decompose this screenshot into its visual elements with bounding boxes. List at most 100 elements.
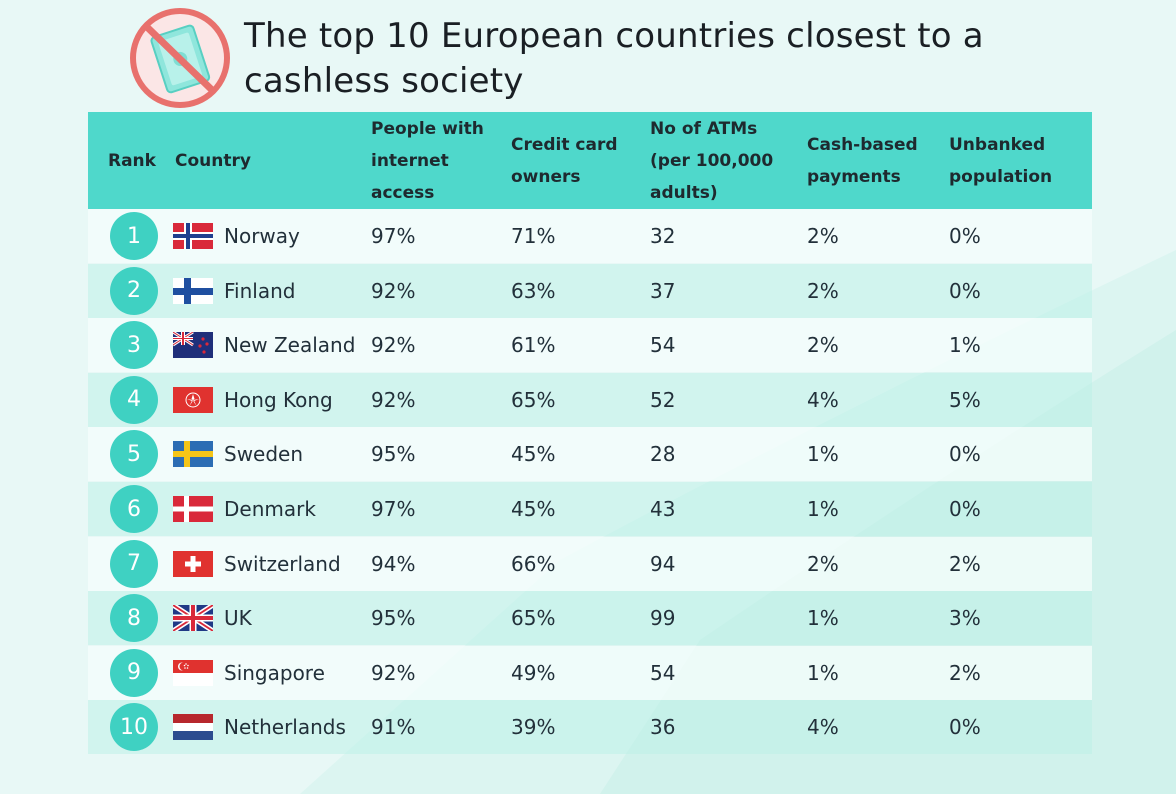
netherlands-flag-icon bbox=[173, 714, 213, 741]
internet-access-cell: 95% bbox=[371, 606, 416, 631]
credit-card-cell: 45% bbox=[511, 442, 556, 467]
atms-cell: 52 bbox=[650, 387, 676, 412]
sweden-flag-icon bbox=[173, 441, 213, 468]
rank-badge: 4 bbox=[110, 375, 158, 424]
unbanked-cell: 0% bbox=[949, 497, 981, 521]
singapore-flag-icon bbox=[173, 659, 213, 686]
internet-access-cell: 94% bbox=[371, 551, 416, 576]
new-zealand-flag-icon bbox=[173, 332, 213, 359]
rank-badge: 6 bbox=[110, 485, 158, 533]
unbanked-cell: 1% bbox=[949, 333, 981, 358]
credit-card-cell: 63% bbox=[511, 278, 556, 303]
table-row: 1 Norway 97% 71% 32 2% 0% bbox=[88, 209, 1092, 263]
cash-payments-cell: 4% bbox=[807, 715, 839, 740]
unbanked-cell: 3% bbox=[949, 606, 981, 631]
internet-access-cell: 92% bbox=[371, 660, 416, 685]
cash-payments-cell: 2% bbox=[807, 224, 839, 248]
uk-flag-icon bbox=[173, 605, 213, 632]
atms-cell: 99 bbox=[650, 606, 676, 631]
column-header-country: Country bbox=[175, 150, 251, 171]
rank-badge: 3 bbox=[110, 321, 158, 370]
table-row: 9 Singapore 92% 49% 54 1% 2% bbox=[88, 645, 1092, 700]
column-header-internet: People with internet access bbox=[371, 118, 484, 203]
atms-cell: 36 bbox=[650, 715, 676, 740]
rank-badge: 2 bbox=[110, 266, 158, 315]
column-header-cash-payments: Cash-based payments bbox=[807, 134, 918, 187]
column-header-credit-card: Credit card owners bbox=[511, 134, 618, 187]
rank-badge: 10 bbox=[110, 703, 158, 752]
unbanked-cell: 5% bbox=[949, 387, 981, 412]
table-row: 2 Finland 92% 63% 37 2% 0% bbox=[88, 263, 1092, 318]
country-name: Singapore bbox=[224, 660, 325, 685]
country-name: Finland bbox=[224, 278, 296, 303]
unbanked-cell: 0% bbox=[949, 224, 981, 248]
internet-access-cell: 95% bbox=[371, 442, 416, 467]
hong-kong-flag-icon bbox=[173, 386, 213, 413]
credit-card-cell: 66% bbox=[511, 551, 556, 576]
credit-card-cell: 45% bbox=[511, 497, 556, 521]
unbanked-cell: 0% bbox=[949, 442, 981, 467]
column-header-atms: No of ATMs (per 100,000 adults) bbox=[650, 118, 774, 203]
atms-cell: 94 bbox=[650, 551, 676, 576]
country-name: New Zealand bbox=[224, 333, 356, 358]
page-title: The top 10 European countries closest to… bbox=[244, 16, 984, 101]
cash-payments-cell: 2% bbox=[807, 278, 839, 303]
finland-flag-icon bbox=[173, 277, 213, 304]
table-header: Rank Country People with internet access… bbox=[88, 112, 1092, 209]
atms-cell: 37 bbox=[650, 278, 676, 303]
country-name: Hong Kong bbox=[224, 387, 333, 412]
country-name: Denmark bbox=[224, 497, 316, 521]
table-row: 10 Netherlands 91% 39% 36 4% 0% bbox=[88, 700, 1092, 755]
atms-cell: 32 bbox=[650, 224, 676, 248]
ranking-table: Rank Country People with internet access… bbox=[88, 112, 1092, 762]
country-name: Sweden bbox=[224, 442, 304, 467]
cash-payments-cell: 4% bbox=[807, 387, 839, 412]
country-name: Switzerland bbox=[224, 551, 341, 576]
credit-card-cell: 49% bbox=[511, 660, 556, 685]
credit-card-cell: 65% bbox=[511, 387, 556, 412]
internet-access-cell: 92% bbox=[371, 387, 416, 412]
rank-badge: 1 bbox=[110, 212, 158, 260]
column-header-unbanked: Unbanked population bbox=[949, 134, 1053, 187]
atms-cell: 43 bbox=[650, 497, 676, 521]
table-row: 5 Sweden 95% 45% 28 1% 0% bbox=[88, 427, 1092, 482]
rank-badge: 9 bbox=[110, 648, 158, 697]
unbanked-cell: 0% bbox=[949, 715, 981, 740]
unbanked-cell: 0% bbox=[949, 278, 981, 303]
country-name: UK bbox=[224, 606, 252, 631]
denmark-flag-icon bbox=[173, 496, 213, 522]
table-row: 7 Switzerland 94% 66% 94 2% 2% bbox=[88, 536, 1092, 591]
rank-badge: 7 bbox=[110, 539, 158, 588]
unbanked-cell: 2% bbox=[949, 660, 981, 685]
internet-access-cell: 97% bbox=[371, 224, 416, 248]
cash-payments-cell: 1% bbox=[807, 497, 839, 521]
internet-access-cell: 91% bbox=[371, 715, 416, 740]
internet-access-cell: 92% bbox=[371, 278, 416, 303]
rank-badge: 8 bbox=[110, 594, 158, 643]
atms-cell: 54 bbox=[650, 660, 676, 685]
norway-flag-icon bbox=[173, 223, 213, 249]
credit-card-cell: 71% bbox=[511, 224, 556, 248]
internet-access-cell: 92% bbox=[371, 333, 416, 358]
country-name: Norway bbox=[224, 224, 300, 248]
header: The top 10 European countries closest to… bbox=[128, 6, 1028, 108]
table-row: 3 New Zealand 92% 61% 54 2% 1% bbox=[88, 318, 1092, 373]
cash-payments-cell: 1% bbox=[807, 660, 839, 685]
cash-payments-cell: 1% bbox=[807, 442, 839, 467]
atms-cell: 28 bbox=[650, 442, 676, 467]
unbanked-cell: 2% bbox=[949, 551, 981, 576]
cash-payments-cell: 2% bbox=[807, 333, 839, 358]
table-row: 6 Denmark 97% 45% 43 1% 0% bbox=[88, 482, 1092, 536]
column-header-rank: Rank bbox=[108, 150, 156, 171]
credit-card-cell: 65% bbox=[511, 606, 556, 631]
cash-payments-cell: 1% bbox=[807, 606, 839, 631]
table-row: 8 UK 95% 65% 99 1% 3% bbox=[88, 591, 1092, 646]
cash-payments-cell: 2% bbox=[807, 551, 839, 576]
country-name: Netherlands bbox=[224, 715, 346, 740]
rank-badge: 5 bbox=[110, 430, 158, 479]
no-cash-icon bbox=[130, 8, 230, 108]
switzerland-flag-icon bbox=[173, 550, 213, 577]
atms-cell: 54 bbox=[650, 333, 676, 358]
credit-card-cell: 61% bbox=[511, 333, 556, 358]
table-row: 4 Hong Kong 92% 65% 52 4% 5% bbox=[88, 372, 1092, 427]
